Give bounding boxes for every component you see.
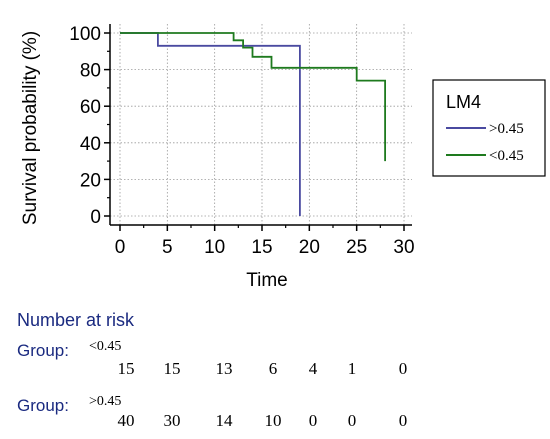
risk-group-label-2: Group: [17, 396, 69, 415]
risk-count: 0 [399, 411, 408, 430]
series-layer [120, 32, 386, 216]
x-axis-title: Time [246, 270, 288, 291]
series-line-gt045 [120, 32, 301, 216]
risk-count: 15 [118, 359, 135, 378]
risk-table-title: Number at risk [17, 310, 135, 330]
risk-count: 14 [216, 411, 234, 430]
y-tick-label: 80 [80, 61, 101, 82]
x-tick-label: 20 [299, 237, 320, 258]
x-tick-label: 5 [162, 237, 173, 258]
y-tick-label: 40 [80, 134, 101, 155]
axes [109, 24, 412, 226]
legend-label-gt045: >0.45 [489, 121, 524, 137]
axis-ticks [104, 32, 405, 231]
risk-count: 0 [399, 359, 408, 378]
risk-group-name-1: <0.45 [89, 339, 121, 354]
legend-title: LM4 [446, 92, 481, 112]
risk-count: 4 [309, 359, 318, 378]
risk-count: 6 [269, 359, 278, 378]
x-tick-label: 10 [204, 237, 225, 258]
risk-row: 15 15 13 6 4 1 0 [118, 359, 408, 378]
x-tick-label: 15 [251, 237, 272, 258]
risk-count: 30 [164, 411, 181, 430]
axis-tick-labels: 0 20 40 60 80 100 0 5 10 15 20 25 30 [69, 24, 414, 258]
y-tick-label: 100 [69, 24, 101, 45]
risk-count: 15 [164, 359, 181, 378]
risk-count: 13 [216, 359, 233, 378]
risk-group-label-1: Group: [17, 341, 69, 360]
y-tick-label: 0 [90, 207, 101, 228]
series-line-lt045 [120, 32, 386, 162]
x-tick-label: 30 [393, 237, 414, 258]
grid [110, 24, 412, 225]
x-tick-label: 25 [346, 237, 367, 258]
x-tick-label: 0 [115, 237, 126, 258]
risk-row: 40 30 14 10 0 0 0 [118, 411, 408, 430]
risk-count: 40 [118, 411, 135, 430]
risk-table: Number at risk Group: <0.45 15 15 13 6 4 1 0 G… [17, 310, 407, 430]
y-tick-label: 60 [80, 97, 101, 118]
legend: LM4 >0.45 <0.45 [432, 79, 546, 177]
risk-count: 0 [348, 411, 357, 430]
risk-count: 10 [265, 411, 282, 430]
y-axis-title: Survival probability (%) [20, 31, 41, 225]
y-tick-label: 20 [80, 170, 101, 191]
risk-count: 1 [348, 359, 357, 378]
risk-count: 0 [309, 411, 318, 430]
legend-label-lt045: <0.45 [489, 148, 524, 164]
risk-group-name-2: >0.45 [89, 394, 121, 409]
